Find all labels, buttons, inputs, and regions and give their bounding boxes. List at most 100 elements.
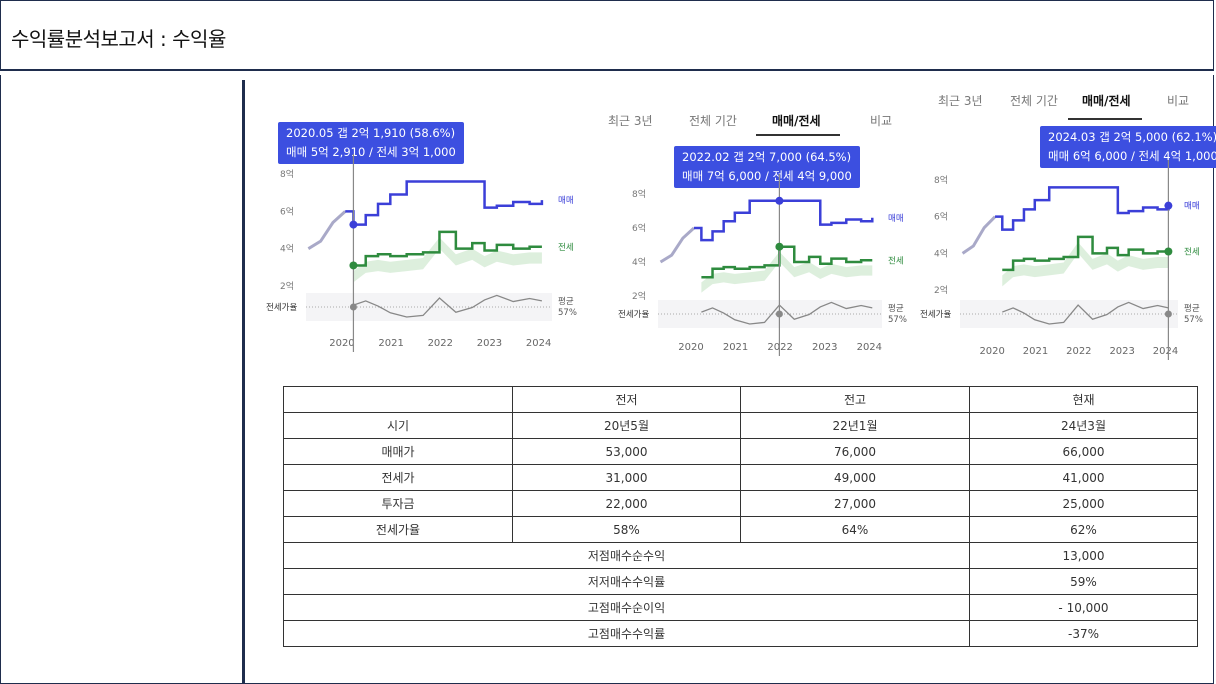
- tooltip-line-2: 매매 7억 6,000 / 전세 4억 9,000: [682, 169, 852, 183]
- table-cell: 25,000: [969, 490, 1198, 517]
- row-label: 시기: [283, 412, 513, 439]
- y-tick-label: 8억: [280, 168, 294, 180]
- table-row: 전세가율 58% 64% 62%: [283, 516, 1198, 543]
- average-value: 57%: [1184, 315, 1203, 325]
- table-row: 매매가 53,000 76,000 66,000: [283, 438, 1198, 465]
- tab-all-period[interactable]: 전체 기간: [689, 114, 737, 128]
- table-cell: 76,000: [740, 438, 970, 465]
- table-header-row: 전저 전고 현재: [283, 386, 1198, 413]
- summary-value: 59%: [969, 568, 1198, 595]
- jeonse-series-label: 전세: [888, 255, 904, 266]
- y-tick-label: 2억: [934, 284, 948, 296]
- y-tick-label: 2억: [632, 290, 646, 302]
- tooltip-line-1: 2020.05 갭 2억 1,910 (58.6%): [286, 126, 456, 140]
- x-tick-label: 2022: [428, 338, 453, 349]
- sale-series-line: [995, 186, 1170, 231]
- table-header-cell: [283, 386, 513, 413]
- jeonse-series-line: [1002, 235, 1169, 272]
- table-cell: 49,000: [740, 464, 970, 491]
- chart-tooltip: 2024.03 갭 2억 5,000 (62.1%) 매매 6억 6,000 /…: [1040, 126, 1216, 168]
- x-tick-label: 2022: [767, 342, 792, 353]
- ratio-series-line: [1002, 301, 1169, 325]
- table-cell: 66,000: [969, 438, 1198, 465]
- x-tick-label: 2021: [723, 342, 748, 353]
- sale-series-label: 매매: [1184, 202, 1200, 212]
- chart-tooltip: 2022.02 갭 2억 7,000 (64.5%) 매매 7억 6,000 /…: [674, 146, 860, 188]
- summary-label: 저점매수순수익: [283, 542, 970, 569]
- tooltip-line-2: 매매 5억 2,910 / 전세 3억 1,000: [286, 145, 456, 159]
- average-label: 평균: [1184, 303, 1200, 314]
- jeonse-series-line: [353, 230, 542, 267]
- row-label: 전세가율: [283, 516, 513, 543]
- y-tick-label: 4억: [280, 243, 294, 255]
- table-header-cell: 전저: [512, 386, 741, 413]
- ratio-label: 전세가율: [618, 309, 649, 320]
- x-tick-label: 2023: [1109, 346, 1134, 357]
- average-label: 평균: [888, 303, 904, 314]
- y-tick-label: 2억: [280, 280, 294, 292]
- sale-series-label: 매매: [558, 196, 574, 206]
- summary-label: 저저매수수익률: [283, 568, 970, 595]
- table-header-cell: 현재: [969, 386, 1198, 413]
- y-tick-label: 8억: [934, 174, 948, 186]
- jeonse-series-label: 전세: [1184, 247, 1200, 258]
- sale-cursor-point: [349, 220, 358, 229]
- tab-compare[interactable]: 비교: [870, 114, 893, 128]
- tab-recent-3y[interactable]: 최근 3년: [608, 114, 653, 128]
- tab-sale-jeonse[interactable]: 매매/전세: [1082, 94, 1131, 108]
- summary-row: 고점매수순이익 - 10,000: [283, 594, 1198, 621]
- tooltip-line-1: 2024.03 갭 2억 5,000 (62.1%): [1048, 130, 1216, 144]
- x-tick-label: 2020: [329, 338, 354, 349]
- table-row: 투자금 22,000 27,000 25,000: [283, 490, 1198, 517]
- table-header-cell: 전고: [740, 386, 970, 413]
- tooltip-line-2: 매매 6억 6,000 / 전세 4억 1,000: [1048, 149, 1216, 163]
- jeonse-cursor-point: [1164, 247, 1173, 256]
- sale-cursor-point: [1164, 201, 1173, 210]
- y-tick-label: 6억: [632, 222, 646, 234]
- y-tick-label: 4억: [934, 247, 948, 259]
- summary-row: 저점매수순수익 13,000: [283, 542, 1198, 569]
- ratio-cursor-point: [775, 310, 783, 318]
- active-tab-underline: [756, 134, 840, 136]
- summary-value: -37%: [969, 620, 1198, 647]
- x-tick-label: 2023: [812, 342, 837, 353]
- report-header: 수익률분석보고서 : 수익율: [0, 0, 1214, 71]
- table-cell: 22,000: [512, 490, 741, 517]
- x-tick-label: 2022: [1066, 346, 1091, 357]
- average-value: 57%: [558, 308, 577, 318]
- row-label: 매매가: [283, 438, 513, 465]
- chart-tooltip: 2020.05 갭 2억 1,910 (58.6%) 매매 5억 2,910 /…: [278, 122, 464, 164]
- tab-all-period[interactable]: 전체 기간: [1010, 94, 1058, 108]
- average-label: 평균: [558, 296, 574, 307]
- table-cell: 41,000: [969, 464, 1198, 491]
- x-tick-label: 2024: [1153, 346, 1178, 357]
- summary-row: 고점매수수익률 -37%: [283, 620, 1198, 647]
- ratio-cursor-point: [1164, 310, 1172, 318]
- ratio-series-line: [701, 301, 873, 325]
- jeonse-area: [701, 251, 873, 293]
- jeonse-area: [1002, 242, 1169, 287]
- table-cell: 64%: [740, 516, 970, 543]
- yield-table: 전저 전고 현재 시기 20년5월 22년1월 24년3월 매매가 53,000…: [283, 386, 1198, 647]
- y-tick-label: 4억: [632, 256, 646, 268]
- report-title: 수익률분석보고서 : 수익율: [11, 27, 226, 51]
- x-tick-label: 2024: [857, 342, 882, 353]
- active-tab-underline: [1068, 118, 1142, 120]
- x-tick-label: 2020: [979, 346, 1004, 357]
- sale-history-line: [961, 215, 997, 255]
- row-label: 투자금: [283, 490, 513, 517]
- jeonse-area: [353, 237, 542, 283]
- table-cell: 58%: [512, 516, 741, 543]
- tab-sale-jeonse[interactable]: 매매/전세: [772, 114, 821, 128]
- chart-panel-2: 최근 3년 전체 기간 매매/전세 비교 2022.02 갭 2억 7,000 …: [592, 104, 920, 364]
- jeonse-cursor-point: [349, 261, 358, 270]
- column-divider: [242, 80, 245, 684]
- tooltip-line-1: 2022.02 갭 2억 7,000 (64.5%): [682, 150, 852, 164]
- summary-row: 저저매수수익률 59%: [283, 568, 1198, 595]
- ratio-label: 전세가율: [920, 309, 951, 320]
- sale-series-label: 매매: [888, 214, 904, 224]
- x-tick-label: 2024: [526, 338, 551, 349]
- tab-compare[interactable]: 비교: [1167, 94, 1190, 108]
- tab-recent-3y[interactable]: 최근 3년: [938, 94, 983, 108]
